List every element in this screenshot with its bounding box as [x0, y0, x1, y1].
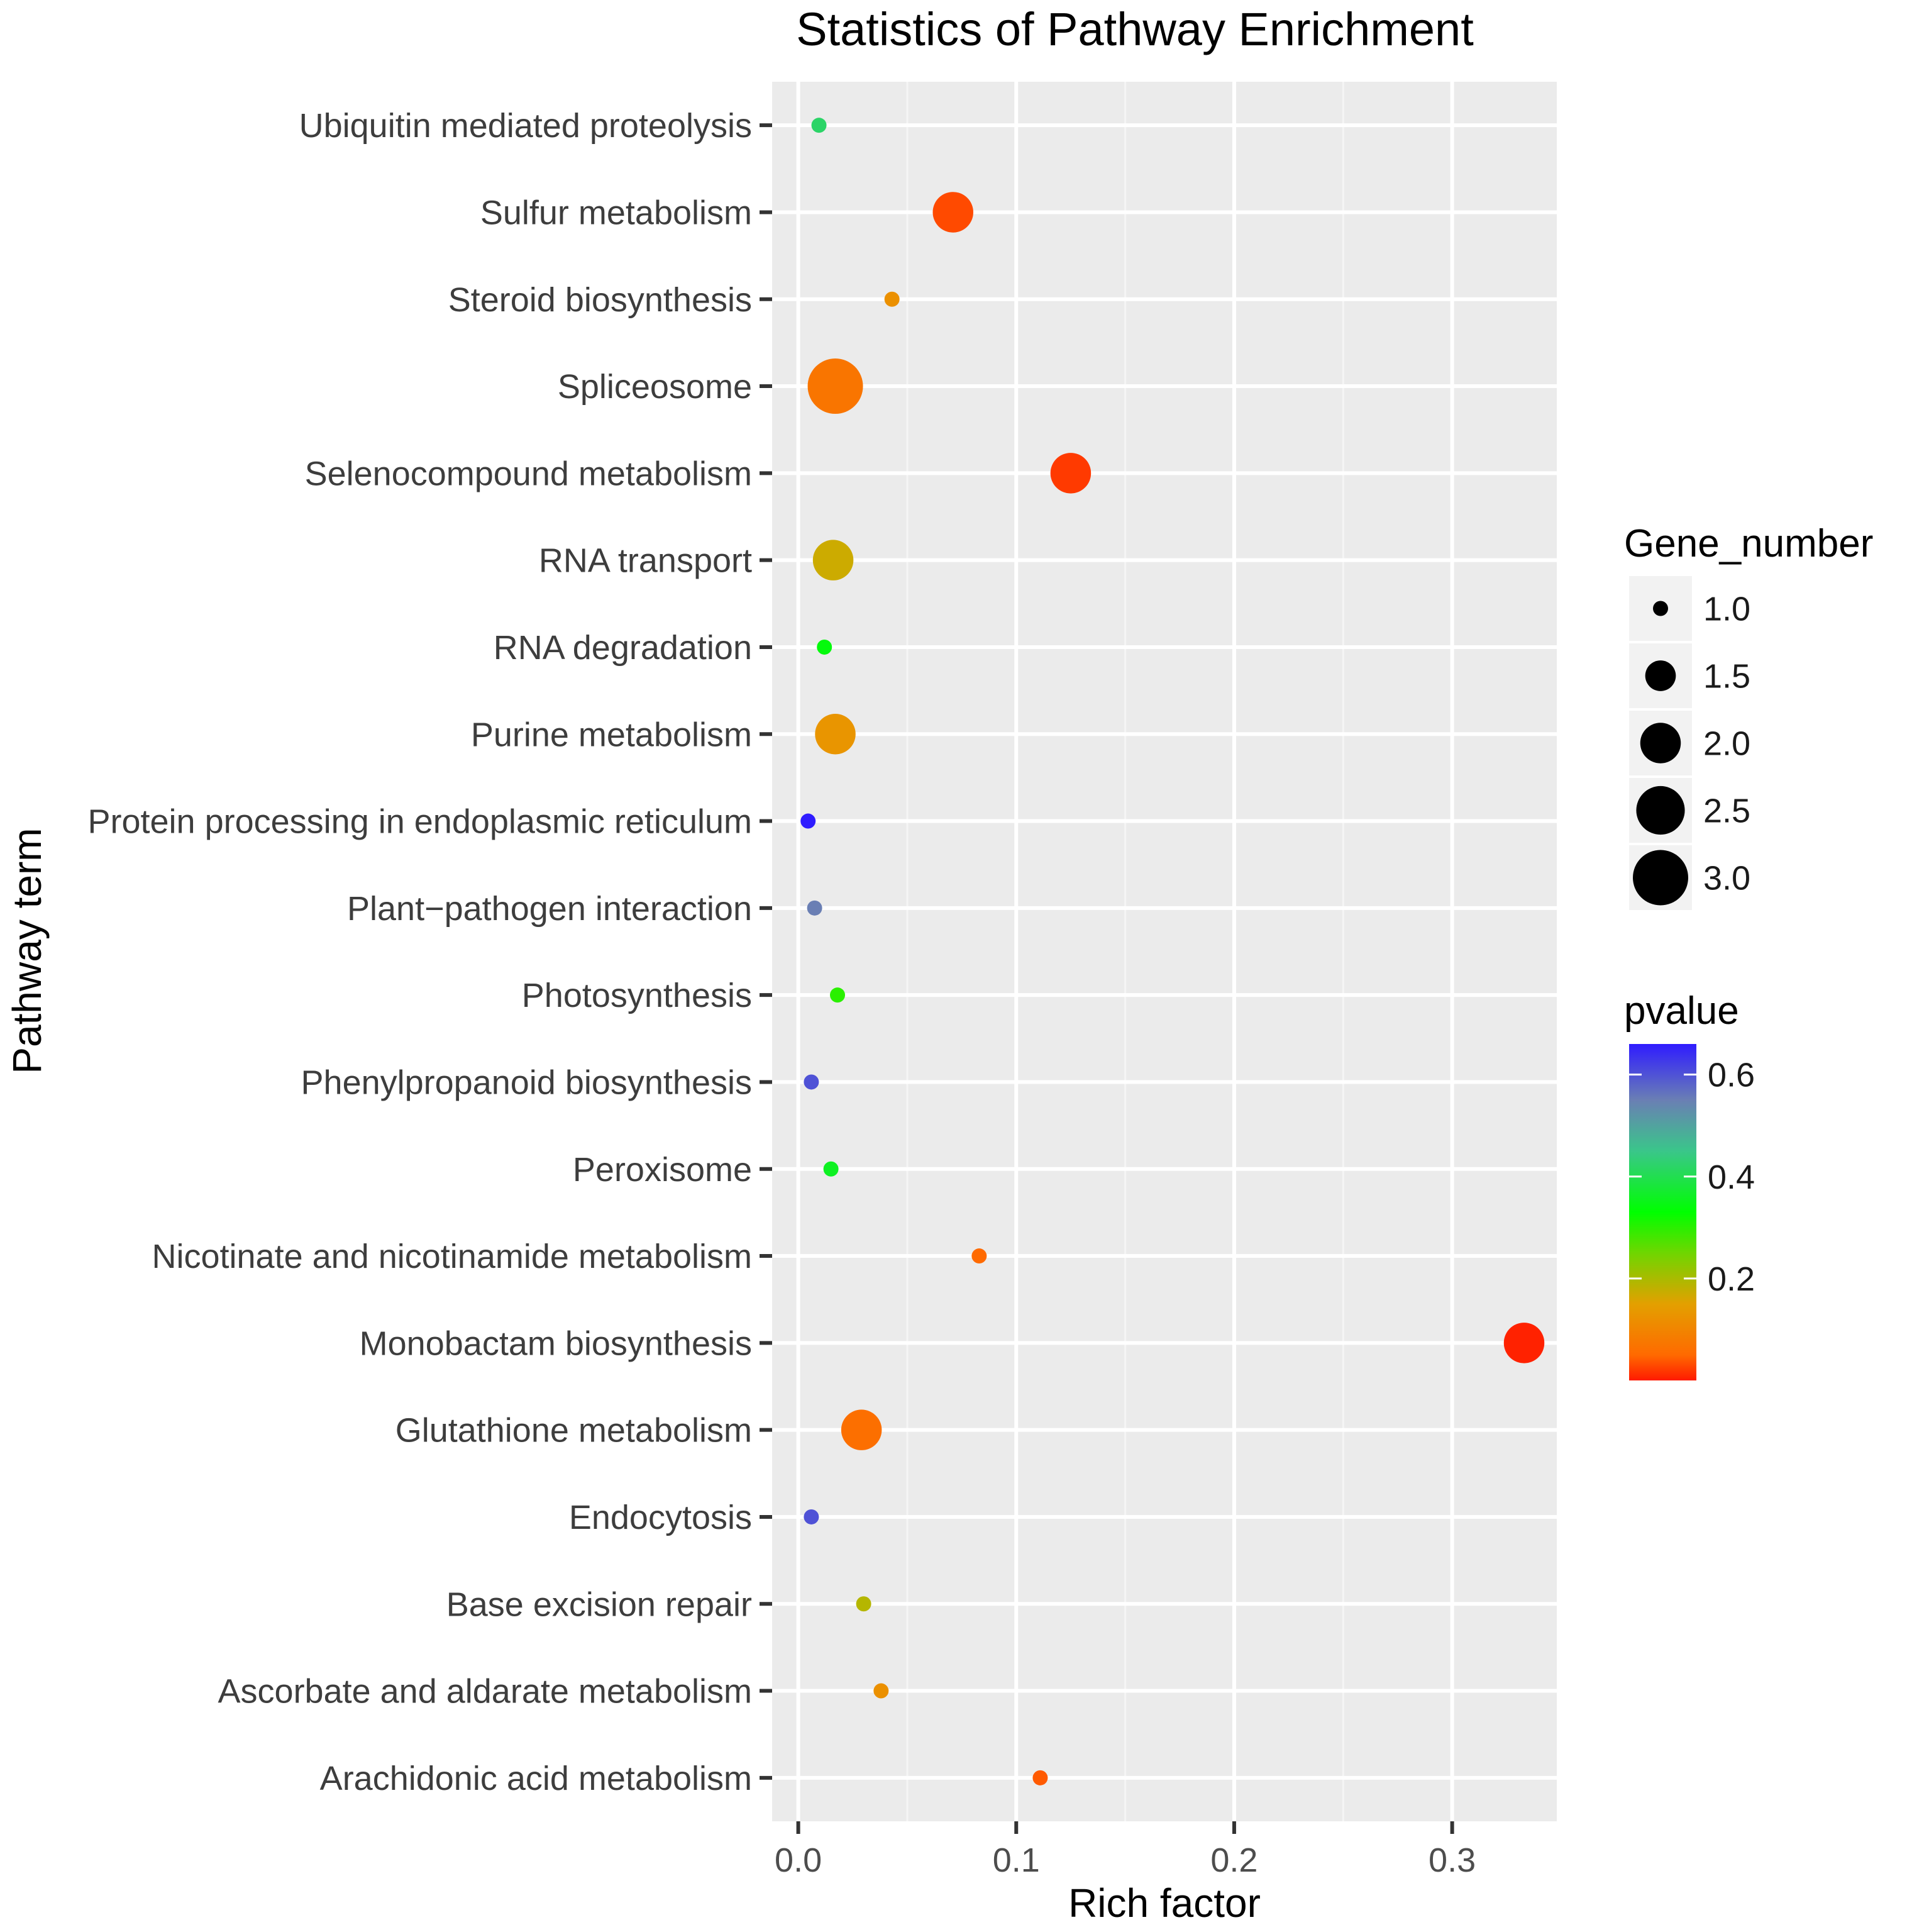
y-tick-label: Ubiquitin mediated proteolysis [299, 107, 752, 145]
y-axis-title: Pathway term [4, 828, 50, 1074]
color-legend-title: pvalue [1624, 989, 1739, 1033]
size-legend-dot [1640, 723, 1681, 763]
grid-lines [772, 82, 1557, 1821]
data-point [1032, 1770, 1048, 1785]
size-legend-dot [1633, 850, 1688, 906]
chart-title: Statistics of Pathway Enrichment [796, 3, 1474, 55]
data-point [884, 291, 900, 307]
x-axis-title: Rich factor [1068, 1880, 1261, 1926]
data-points [800, 118, 1545, 1785]
data-point [807, 358, 863, 414]
data-point [873, 1683, 889, 1699]
y-tick-label: Endocytosis [569, 1499, 752, 1536]
data-point [817, 639, 832, 655]
y-tick-label: Monobactam biosynthesis [360, 1324, 752, 1362]
size-legend-label: 1.0 [1703, 591, 1750, 628]
colorbar-label: 0.4 [1708, 1158, 1755, 1196]
y-tick-label: RNA degradation [494, 629, 752, 667]
size-legend-label: 2.0 [1703, 725, 1750, 763]
data-point [1050, 453, 1092, 494]
data-point [823, 1161, 839, 1177]
y-tick-label: Phenylpropanoid biosynthesis [301, 1063, 752, 1101]
size-legend: Gene_number 1.0 1.5 2.0 2.5 3.0 [1624, 522, 1873, 910]
data-point [807, 900, 822, 916]
color-legend: pvalue 0.6 0.4 0.2 [1624, 989, 1755, 1380]
pvalue-colorbar [1629, 1044, 1696, 1380]
data-point [811, 118, 827, 133]
y-tick-label: RNA transport [539, 542, 752, 580]
x-tick-label: 0.0 [775, 1841, 822, 1879]
data-point [841, 1409, 882, 1450]
data-point [804, 1074, 819, 1090]
size-legend-label: 3.0 [1703, 860, 1750, 897]
size-legend-label: 2.5 [1703, 792, 1750, 830]
y-tick-label: Photosynthesis [522, 977, 752, 1014]
size-legend-dot [1653, 601, 1668, 616]
y-tick-label: Peroxisome [573, 1151, 752, 1189]
y-tick-label: Purine metabolism [471, 716, 752, 753]
y-tick-label: Plant−pathogen interaction [347, 890, 752, 928]
data-point [932, 192, 973, 233]
y-tick-label: Sulfur metabolism [480, 194, 752, 231]
data-point [800, 813, 816, 829]
x-tick-label: 0.1 [993, 1841, 1040, 1879]
y-tick-label: Spliceosome [558, 368, 752, 406]
size-legend-label: 1.5 [1703, 658, 1750, 696]
data-point [815, 714, 856, 755]
y-axis: Ubiquitin mediated proteolysis Sulfur met… [87, 107, 772, 1797]
colorbar-label: 0.2 [1708, 1260, 1755, 1298]
size-legend-dot [1636, 786, 1685, 835]
data-point [804, 1509, 819, 1524]
y-tick-label: Base excision repair [446, 1585, 752, 1623]
panel-background [772, 82, 1557, 1821]
y-tick-label: Glutathione metabolism [395, 1412, 752, 1450]
size-legend-title: Gene_number [1624, 522, 1873, 565]
y-tick-label: Steroid biosynthesis [448, 281, 752, 319]
x-tick-label: 0.2 [1210, 1841, 1258, 1879]
y-tick-label: Protein processing in endoplasmic reticu… [87, 803, 752, 841]
x-tick-label: 0.3 [1429, 1841, 1476, 1879]
colorbar-label: 0.6 [1708, 1057, 1755, 1094]
plot-panel [772, 82, 1557, 1821]
y-tick-label: Nicotinate and nicotinamide metabolism [152, 1238, 753, 1275]
data-point [971, 1248, 987, 1264]
y-tick-label: Ascorbate and aldarate metabolism [218, 1673, 752, 1711]
y-tick-label: Arachidonic acid metabolism [320, 1760, 752, 1797]
x-axis: 0.0 0.1 0.2 0.3 [775, 1821, 1476, 1879]
size-legend-dot [1645, 660, 1676, 691]
data-point [812, 540, 854, 580]
data-point [856, 1596, 871, 1612]
y-tick-label: Selenocompound metabolism [305, 455, 752, 492]
data-point [830, 987, 845, 1003]
data-point [1503, 1323, 1545, 1363]
